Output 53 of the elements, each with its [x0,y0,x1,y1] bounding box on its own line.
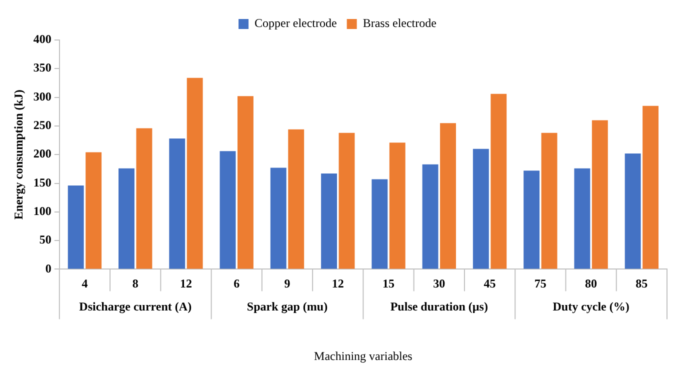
legend-label: Copper electrode [254,16,337,30]
bar [321,174,337,269]
x-tick-label: 9 [284,276,290,290]
bar [186,78,203,269]
y-tick-label: 100 [33,204,52,218]
bar [372,179,388,269]
x-tick-label: 4 [82,276,88,290]
y-tick-label: 300 [33,89,52,104]
bar [68,186,84,269]
y-tick-label: 400 [33,32,52,46]
y-tick-label: 50 [39,232,52,247]
x-tick-label: 45 [484,276,496,290]
text: Duty cycle (%) [552,299,630,314]
bar [422,164,438,269]
bar [118,168,134,269]
legend-label: Brass electrode [362,16,436,30]
x-tick-label: 6 [234,276,240,290]
bar [338,132,355,269]
bar [440,123,456,269]
bar [220,151,236,269]
bar [490,94,507,269]
x-tick-label: 15 [382,276,395,290]
bar [592,120,608,269]
x-tick-label: 30 [433,276,446,290]
x-axis-title: Machining variables [314,348,413,363]
bar [642,106,659,269]
bar [541,132,558,269]
x-tick-label: 75 [534,276,546,290]
bar [86,152,102,269]
bar [389,142,406,269]
x-tick-label: 12 [180,276,192,290]
y-axis-title: Energy consumption (kJ) [11,90,26,220]
text: Spark gap (mu) [246,299,328,314]
x-tick-label: 85 [636,276,648,290]
y-tick-label: 350 [33,60,52,75]
bar [270,168,286,269]
bar [524,170,540,269]
bar [288,129,304,269]
x-tick-label: 80 [585,276,598,290]
x-tick-label: 12 [332,276,344,290]
bar [136,128,152,269]
y-tick-label: 200 [33,146,52,161]
y-tick-label: 250 [33,118,52,132]
bar [238,96,254,269]
text: Dsicharge current (A) [79,299,192,314]
y-tick-label: 0 [45,261,52,276]
bar [169,138,186,269]
text: Pulse duration (µs) [390,299,488,314]
bar [574,168,590,269]
bar [624,153,641,269]
y-tick-label: 150 [33,175,52,190]
x-tick-label: 8 [132,276,138,290]
bar [472,148,489,269]
